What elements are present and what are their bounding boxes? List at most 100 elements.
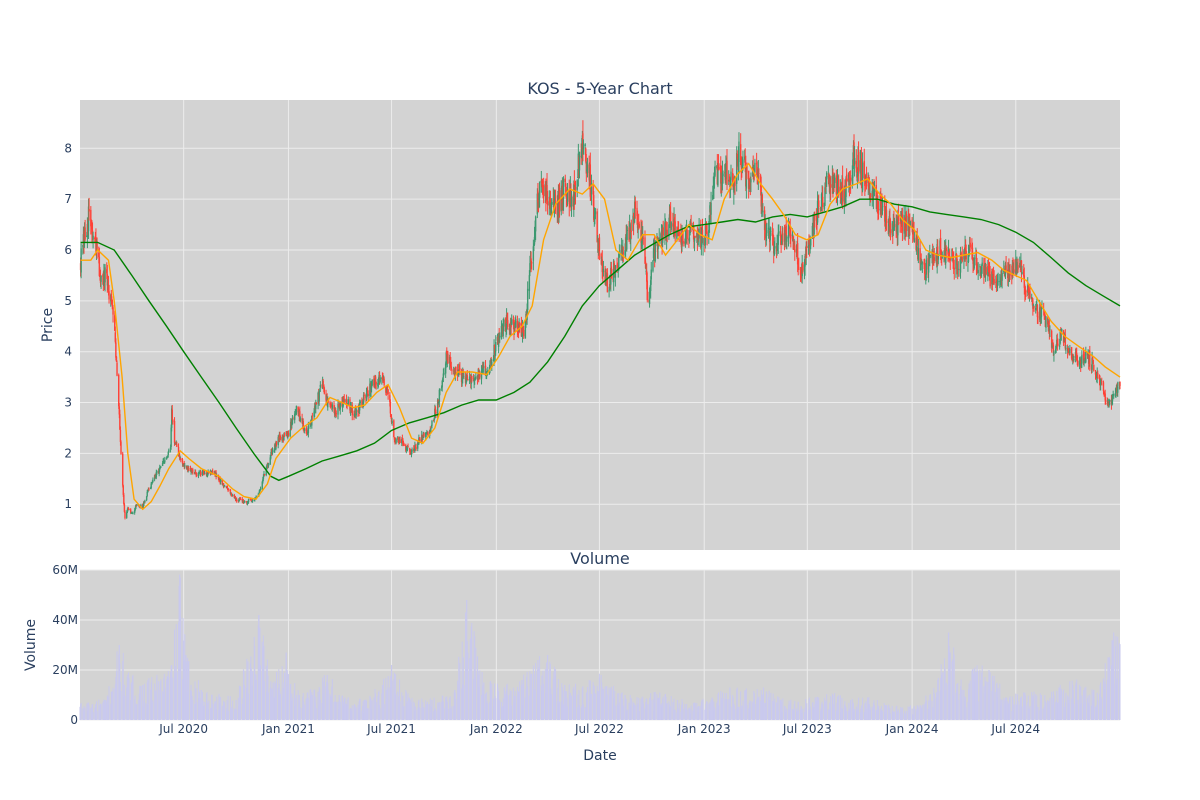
candle-body xyxy=(373,378,375,386)
candle-body xyxy=(438,401,440,403)
candle-down xyxy=(638,221,640,229)
candle-body xyxy=(181,458,184,464)
candle-body xyxy=(122,485,124,495)
candle-up xyxy=(649,276,652,299)
volume-bar xyxy=(383,678,385,720)
volume-bar xyxy=(80,703,82,720)
volume-bar xyxy=(789,702,791,720)
volume-bar xyxy=(138,699,140,720)
candle-up xyxy=(319,381,322,392)
volume-bar xyxy=(369,697,371,720)
candle-body xyxy=(857,151,860,172)
volume-bar xyxy=(748,702,750,720)
candle-body xyxy=(568,190,570,205)
candle-body xyxy=(825,182,827,184)
candle-down xyxy=(471,375,473,383)
volume-bar xyxy=(207,702,209,720)
volume-bar xyxy=(554,675,556,720)
volume-bar xyxy=(548,669,550,720)
volume-bar xyxy=(716,703,718,720)
candle-body xyxy=(1111,399,1113,405)
candle-body xyxy=(736,153,738,157)
volume-bar xyxy=(560,701,562,720)
volume-bar xyxy=(725,699,727,720)
candle-body xyxy=(1089,350,1091,365)
volume-bar xyxy=(650,693,652,720)
volume-bar xyxy=(389,687,391,720)
volume-bar xyxy=(784,706,786,720)
candle-down xyxy=(148,487,150,492)
candle-down xyxy=(192,467,194,475)
candle-body xyxy=(438,389,441,403)
volume-bar xyxy=(350,708,352,720)
candle-body xyxy=(126,509,128,513)
candle-body xyxy=(458,369,460,374)
candle-body xyxy=(594,211,597,215)
volume-bar xyxy=(354,705,356,720)
volume-bar xyxy=(188,661,190,720)
volume-bar xyxy=(724,700,726,720)
volume-bar xyxy=(829,702,831,720)
candle-body xyxy=(231,495,234,497)
volume-bar xyxy=(373,704,375,720)
candle-body xyxy=(1078,361,1081,365)
candle-body xyxy=(1117,386,1119,393)
volume-bar xyxy=(736,689,738,720)
volume-bar xyxy=(871,706,873,720)
volume-bar xyxy=(621,692,623,720)
candle-up xyxy=(959,246,962,279)
candle-down xyxy=(686,226,688,245)
candle-body xyxy=(451,369,453,371)
candle-up xyxy=(781,225,783,245)
volume-bar xyxy=(150,689,152,720)
volume-bar xyxy=(479,670,481,720)
candle-body xyxy=(669,211,672,228)
candle-body xyxy=(796,243,799,265)
candle-body xyxy=(387,389,389,395)
candle-down xyxy=(128,508,130,511)
candle-up xyxy=(127,506,129,512)
candle-body xyxy=(821,194,823,197)
volume-bar xyxy=(776,702,778,720)
candle-body xyxy=(872,189,875,200)
candle-body xyxy=(566,189,569,202)
volume-bar xyxy=(195,688,197,720)
volume-bar xyxy=(823,697,825,720)
candle-down xyxy=(195,471,197,478)
volume-bar xyxy=(764,707,766,720)
volume-bar xyxy=(409,699,411,720)
candle-body xyxy=(205,473,208,475)
volume-bar xyxy=(166,676,168,720)
candle-up xyxy=(251,498,254,503)
volume-bar xyxy=(111,691,113,720)
volume-bar xyxy=(572,688,574,720)
volume-bar xyxy=(204,702,206,720)
volume-bar xyxy=(462,657,464,720)
candle-up xyxy=(1055,344,1057,353)
candle-up xyxy=(406,445,409,452)
candle-body xyxy=(586,164,589,174)
candle-body xyxy=(593,195,595,220)
volume-bar xyxy=(481,695,483,720)
volume-bar xyxy=(844,705,846,720)
volume-bar xyxy=(586,686,588,720)
candle-body xyxy=(301,418,303,423)
candle-down xyxy=(1094,369,1097,380)
candle-body xyxy=(161,463,164,467)
candle-body xyxy=(1074,351,1077,359)
candle-body xyxy=(84,227,86,240)
candle-down xyxy=(84,219,86,242)
volume-bar xyxy=(812,702,814,720)
candle-down xyxy=(1048,318,1051,340)
volume-bar xyxy=(761,697,763,720)
volume-bar xyxy=(661,702,663,720)
candle-body xyxy=(892,221,895,232)
candle-body xyxy=(182,463,185,464)
candle-body xyxy=(1101,380,1103,383)
candle-body xyxy=(1046,318,1049,325)
volume-bar xyxy=(401,707,403,720)
volume-bar xyxy=(709,702,711,720)
candle-body xyxy=(652,260,654,272)
candle-body xyxy=(467,379,469,381)
candle-body xyxy=(193,472,196,474)
